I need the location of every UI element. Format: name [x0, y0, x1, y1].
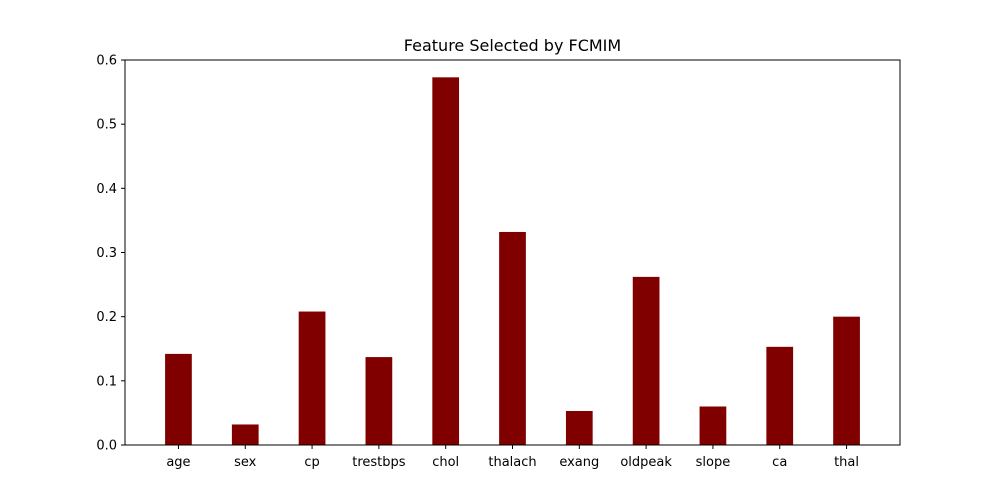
bar-thal: [833, 316, 860, 445]
bar-sex: [231, 424, 259, 445]
x-tick-label-oldpeak: oldpeak: [620, 455, 672, 470]
y-tick-label: 0.1: [96, 374, 117, 389]
y-tick-label: 0.3: [96, 246, 117, 261]
bar-exang: [565, 410, 593, 445]
x-tick-label-age: age: [166, 455, 190, 470]
x-tick-label-cp: cp: [304, 455, 319, 470]
x-tick-label-ca: ca: [772, 455, 787, 470]
bar-cp: [298, 311, 326, 445]
bar-oldpeak: [632, 276, 660, 445]
bar-thalach: [499, 231, 526, 445]
y-tick-label: 0.6: [96, 54, 117, 69]
bars: [165, 77, 860, 445]
x-tick-label-trestbps: trestbps: [352, 455, 406, 470]
y-tick-label: 0.0: [96, 439, 117, 454]
x-tick-label-sex: sex: [234, 455, 257, 470]
bar-slope: [699, 406, 727, 445]
y-tick-label: 0.4: [96, 182, 117, 197]
plot-frame: [124, 59, 901, 446]
x-tick-label-exang: exang: [559, 455, 599, 470]
y-tick-label: 0.2: [96, 310, 117, 325]
x-tick-label-slope: slope: [696, 455, 731, 470]
y-axis: 0.0 0.1 0.2 0.3 0.4 0.5 0.6: [96, 54, 125, 454]
chart-title: Feature Selected by FCMIM: [404, 36, 621, 55]
x-axis: age sex cp trestbps chol thalach exang oldpeak s…: [166, 445, 859, 470]
y-tick-label: 0.5: [96, 118, 117, 133]
bar-trestbps: [365, 357, 393, 445]
x-tick-label-thalach: thalach: [488, 455, 536, 470]
bar-age: [165, 353, 192, 445]
x-tick-label-chol: chol: [432, 455, 459, 470]
bar-chol: [432, 77, 460, 445]
bar-ca: [766, 346, 794, 445]
x-tick-label-thal: thal: [834, 455, 859, 470]
